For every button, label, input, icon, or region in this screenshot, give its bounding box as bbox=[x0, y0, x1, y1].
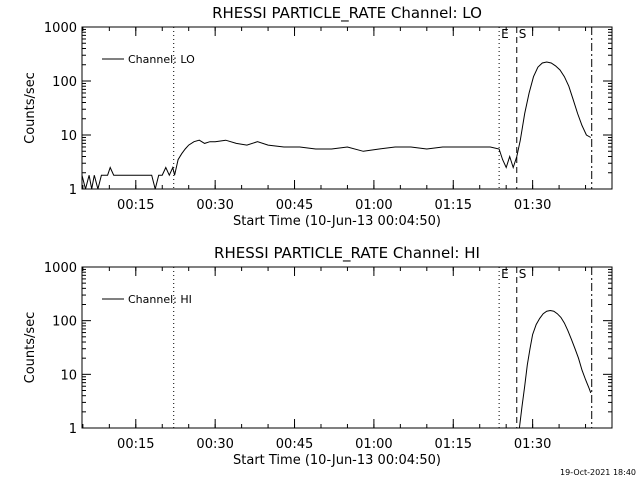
x-tick-label: 00:30 bbox=[196, 198, 233, 213]
y-tick-label: 1000 bbox=[44, 261, 77, 276]
plot-frame bbox=[81, 266, 613, 429]
plot-frame bbox=[81, 26, 613, 190]
y-axis-label: Counts/sec bbox=[23, 312, 38, 384]
x-tick-label: 01:30 bbox=[514, 437, 551, 452]
panel-hi: RHESSI PARTICLE_RATE Channel: HI 1 10 100 10… bbox=[23, 244, 613, 468]
y-tick-label: 1 bbox=[69, 422, 77, 437]
legend-label: Channel: LO bbox=[128, 53, 195, 66]
marker-label: E bbox=[501, 27, 509, 41]
y-tick-label: 1000 bbox=[44, 21, 77, 36]
footer-timestamp: 19-Oct-2021 18:40 bbox=[560, 468, 636, 477]
y-tick-label: 1 bbox=[69, 183, 77, 198]
x-tick-label: 01:00 bbox=[355, 437, 392, 452]
y-axis-label: Counts/sec bbox=[23, 72, 38, 144]
marker-label: S bbox=[519, 267, 527, 281]
marker-label: E bbox=[501, 267, 509, 281]
x-tick-label: 01:15 bbox=[435, 437, 472, 452]
series-line-hi bbox=[518, 309, 592, 429]
x-tick-label: 01:15 bbox=[435, 198, 472, 213]
series-line-lo bbox=[81, 61, 592, 190]
marker-label: S bbox=[519, 27, 527, 41]
x-axis-label: Start Time (10-Jun-13 00:04:50) bbox=[233, 214, 441, 229]
x-tick-label: 00:45 bbox=[276, 198, 313, 213]
y-tick-label: 100 bbox=[52, 75, 77, 90]
y-tick-label: 10 bbox=[60, 368, 77, 383]
x-tick-label: 01:00 bbox=[355, 198, 392, 213]
x-axis-label: Start Time (10-Jun-13 00:04:50) bbox=[233, 453, 441, 468]
y-tick-label: 10 bbox=[60, 129, 77, 144]
x-tick-label: 00:15 bbox=[117, 198, 154, 213]
chart-title: RHESSI PARTICLE_RATE Channel: HI bbox=[214, 244, 480, 263]
x-tick-label: 00:45 bbox=[276, 437, 313, 452]
x-tick-label: 00:30 bbox=[196, 437, 233, 452]
y-tick-label: 100 bbox=[52, 315, 77, 330]
x-tick-label: 01:30 bbox=[514, 198, 551, 213]
x-tick-label: 00:15 bbox=[117, 437, 154, 452]
legend-label: Channel: HI bbox=[128, 293, 192, 306]
panel-lo: RHESSI PARTICLE_RATE Channel: LO 1 10 100 10… bbox=[23, 4, 613, 229]
chart-title: RHESSI PARTICLE_RATE Channel: LO bbox=[212, 4, 482, 23]
